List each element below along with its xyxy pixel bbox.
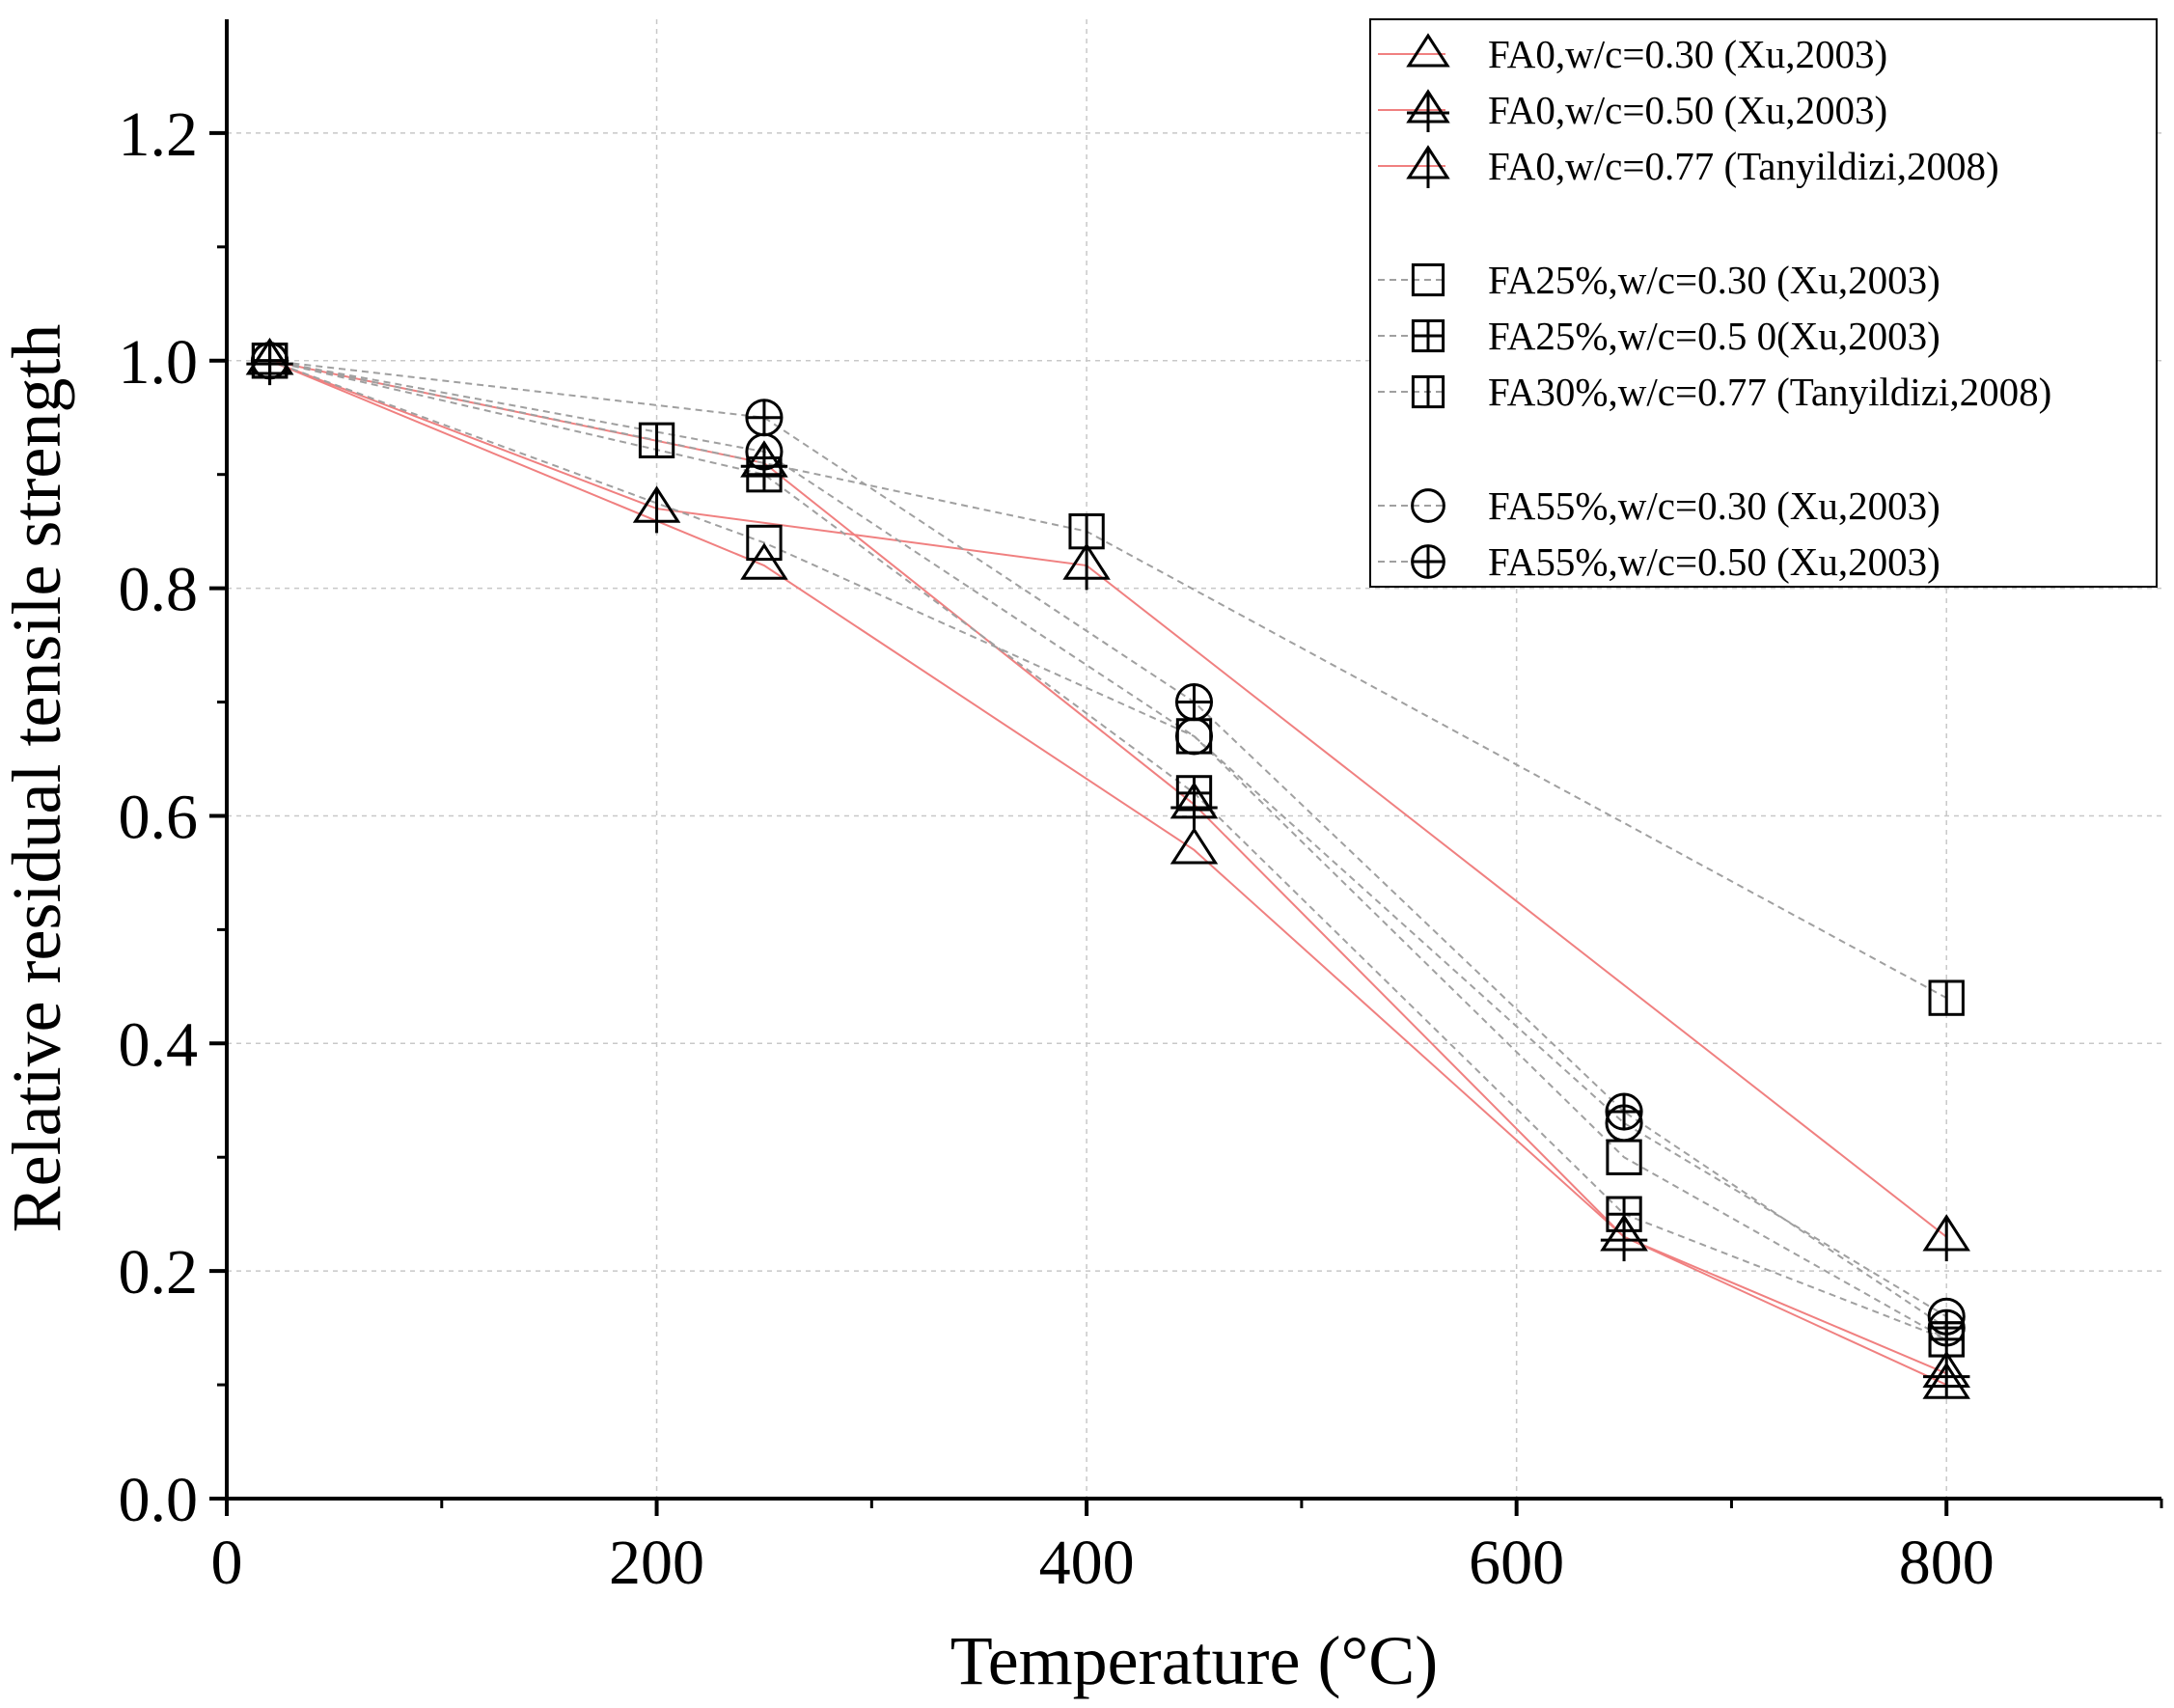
x-tick-label: 200: [609, 1528, 704, 1598]
legend-label: FA0,w/c=0.77 (Tanyildizi,2008): [1488, 144, 1999, 188]
y-tick-label: 0.8: [119, 555, 199, 625]
legend-marker: [1411, 318, 1445, 353]
legend-label: FA30%,w/c=0.77 (Tanyildizi,2008): [1488, 370, 2051, 414]
series-6-point: [1928, 979, 1965, 1016]
legend-marker: [1406, 33, 1450, 68]
series-6-point: [638, 422, 675, 458]
legend-marker: [1411, 262, 1445, 297]
series-line-3: [269, 359, 1947, 1238]
x-tick-label: 0: [211, 1528, 243, 1598]
axes-layer: 0 200 400 600 800 0.0 0.2 0.4 0.6 0.8 1.0 1.2: [119, 19, 2163, 1598]
x-tick-label: 800: [1899, 1528, 1995, 1598]
legend-marker: [1411, 488, 1445, 523]
legend-marker: [1406, 89, 1450, 132]
series-line-1: [269, 359, 1947, 1386]
markers-layer: [245, 338, 1970, 1399]
series-8-point: [251, 342, 289, 380]
x-axis-title: Temperature (°C): [950, 1622, 1439, 1699]
legend-marker: [1406, 145, 1450, 188]
series-6-point: [1068, 512, 1105, 550]
y-tick-label: 0.0: [119, 1465, 199, 1535]
series-8-point: [1174, 682, 1214, 722]
x-tick-label: 600: [1469, 1528, 1564, 1598]
legend: FA0,w/c=0.30 (Xu,2003) FA0,w/c=0.50 (Xu,2…: [1369, 18, 2158, 588]
series-5-point: [1175, 775, 1213, 812]
series-3-point: [1062, 542, 1111, 591]
series-5-point: [1606, 1196, 1642, 1232]
y-tick-label: 1.0: [119, 327, 199, 398]
y-tick-label: 0.6: [119, 782, 199, 852]
series-1-point: [1170, 827, 1219, 865]
series-line-4: [269, 359, 1947, 1340]
y-tick-label: 0.2: [119, 1237, 199, 1308]
legend-label: FA55%,w/c=0.30 (Xu,2003): [1488, 483, 1940, 528]
legend-label: FA25%,w/c=0.5 0(Xu,2003): [1488, 314, 1940, 358]
series-line-6: [269, 359, 1947, 1000]
legend-label: FA55%,w/c=0.50 (Xu,2003): [1488, 539, 1940, 584]
legend-marker: [1411, 544, 1445, 579]
series-3-point: [632, 485, 681, 534]
series-8-point: [1605, 1092, 1643, 1131]
x-tick-label: 400: [1039, 1528, 1135, 1598]
series-3-point: [1922, 1214, 1970, 1262]
legend-box: [1369, 18, 2158, 588]
series-8-point: [1927, 1309, 1966, 1347]
legend-label: FA0,w/c=0.50 (Xu,2003): [1488, 88, 1887, 132]
series-4-point: [746, 524, 783, 562]
y-tick-label: 0.4: [119, 1009, 199, 1080]
series-1-point: [740, 542, 788, 580]
series-5-point: [746, 456, 783, 493]
series-8-point: [745, 399, 784, 437]
y-axis-title: Relative residual tensile strength: [0, 324, 75, 1233]
legend-marker: [1411, 374, 1445, 409]
y-tick-label: 1.2: [119, 99, 199, 170]
legend-label: FA25%,w/c=0.30 (Xu,2003): [1488, 258, 1940, 302]
legend-label: FA0,w/c=0.30 (Xu,2003): [1488, 32, 1887, 76]
series-2-point: [1922, 1350, 1970, 1398]
